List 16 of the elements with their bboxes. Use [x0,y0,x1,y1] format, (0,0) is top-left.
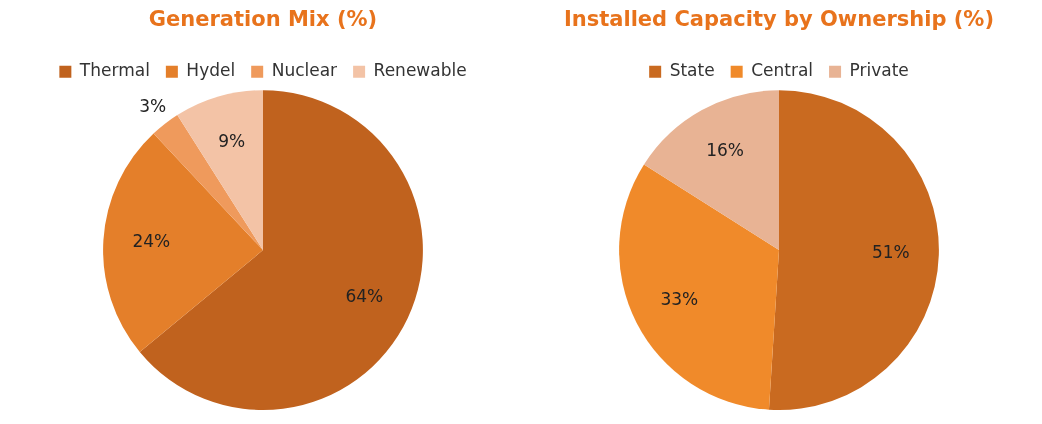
chart-title: Installed Capacity by Ownership (%) [564,7,994,32]
legend-label: Private [849,60,909,81]
chart-title: Generation Mix (%) [148,7,378,32]
legend-label: Central [751,60,814,81]
data-label: 16% [706,140,744,161]
data-label: 33% [660,289,699,310]
data-label: 51% [871,242,910,263]
legend-label: Thermal [78,60,150,81]
legend-label: Renewable [373,60,467,81]
legend-label: State [669,60,715,81]
legend-label: Nuclear [271,60,338,81]
data-label: 24% [132,231,171,252]
legend-label: Hydel [186,60,236,81]
data-label: 64% [345,286,384,307]
data-label: 3% [139,96,167,117]
data-label: 9% [218,131,246,152]
